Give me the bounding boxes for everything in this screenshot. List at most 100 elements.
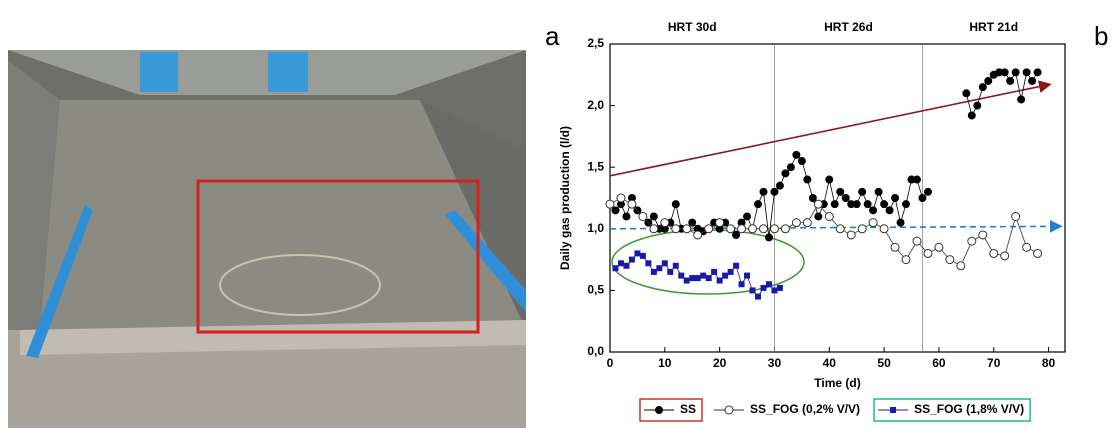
point [978, 83, 987, 92]
point [918, 194, 927, 202]
ledge [20, 320, 526, 355]
point [689, 275, 696, 282]
legend-label: SS [680, 402, 696, 416]
point [671, 200, 680, 209]
point [711, 268, 718, 275]
series [612, 250, 783, 300]
point [846, 230, 856, 240]
point [661, 260, 668, 267]
panel-label: a [545, 21, 560, 51]
point [973, 101, 982, 110]
point [797, 157, 806, 166]
point [1028, 76, 1037, 85]
series-line [615, 71, 1038, 238]
point [645, 260, 652, 267]
point [945, 255, 955, 265]
point [825, 175, 834, 184]
point [781, 169, 790, 178]
point [716, 277, 723, 284]
point [743, 212, 752, 221]
point [808, 194, 817, 202]
point [802, 218, 812, 228]
x-axis-label: Time (d) [814, 376, 860, 390]
point [769, 224, 779, 234]
point [841, 194, 850, 202]
point [780, 224, 790, 234]
point [694, 275, 701, 282]
point [967, 236, 977, 246]
point [934, 242, 944, 252]
water [20, 100, 526, 330]
point [835, 224, 845, 234]
legend-label: SS_FOG (1,8% V/V) [914, 402, 1024, 416]
gear-left [140, 52, 178, 92]
highlight-ellipse [611, 229, 805, 295]
point [1033, 68, 1042, 77]
x-tick-label: 20 [713, 356, 727, 370]
y-tick-label: 0,5 [587, 283, 604, 297]
point [891, 194, 900, 202]
x-tick-label: 40 [823, 356, 837, 370]
point [858, 187, 867, 196]
point [628, 256, 635, 263]
y-tick-label: 2,5 [587, 36, 604, 50]
point [792, 150, 801, 159]
point [649, 212, 658, 221]
point [616, 193, 626, 203]
foam [219, 254, 381, 316]
point [776, 284, 783, 291]
point [1022, 242, 1032, 252]
point [1011, 211, 1021, 221]
annotation: HRT 26d [824, 20, 873, 34]
point [758, 224, 768, 234]
point [672, 262, 679, 269]
series-line [609, 197, 1038, 267]
point [791, 218, 801, 228]
point [667, 268, 674, 275]
point [890, 242, 900, 252]
point [880, 200, 889, 209]
highlight-box [196, 179, 480, 334]
point [748, 224, 758, 234]
front-wall [8, 330, 526, 428]
point [738, 281, 745, 288]
legend-marker [890, 407, 897, 413]
point [868, 218, 878, 228]
legend-box [873, 398, 1031, 422]
point [1000, 251, 1010, 261]
point [754, 200, 763, 209]
point [786, 163, 795, 172]
point [726, 224, 736, 234]
legend-box [639, 398, 703, 422]
point [902, 200, 911, 209]
annotation: HRT 21d [969, 20, 1018, 34]
point [722, 272, 729, 279]
photo [8, 50, 526, 428]
point [715, 218, 725, 228]
point [879, 224, 889, 234]
y-tick-label: 0,0 [587, 344, 604, 358]
point [693, 230, 703, 240]
point [764, 233, 773, 242]
point [896, 218, 905, 227]
point [1022, 68, 1031, 77]
point [732, 230, 741, 239]
x-tick-label: 60 [932, 356, 946, 370]
point [737, 224, 747, 234]
left-wall [8, 60, 60, 340]
point [733, 262, 740, 269]
right-rail [445, 210, 526, 312]
point [638, 211, 648, 221]
x-tick-label: 70 [987, 356, 1001, 370]
point [700, 272, 707, 279]
y-tick-label: 1,5 [587, 159, 604, 173]
far-wall [8, 50, 526, 95]
point [682, 224, 692, 234]
x-tick-label: 30 [768, 356, 782, 370]
point [901, 255, 911, 265]
point [656, 265, 663, 272]
point [683, 277, 690, 284]
point [863, 200, 872, 209]
point [923, 248, 933, 258]
